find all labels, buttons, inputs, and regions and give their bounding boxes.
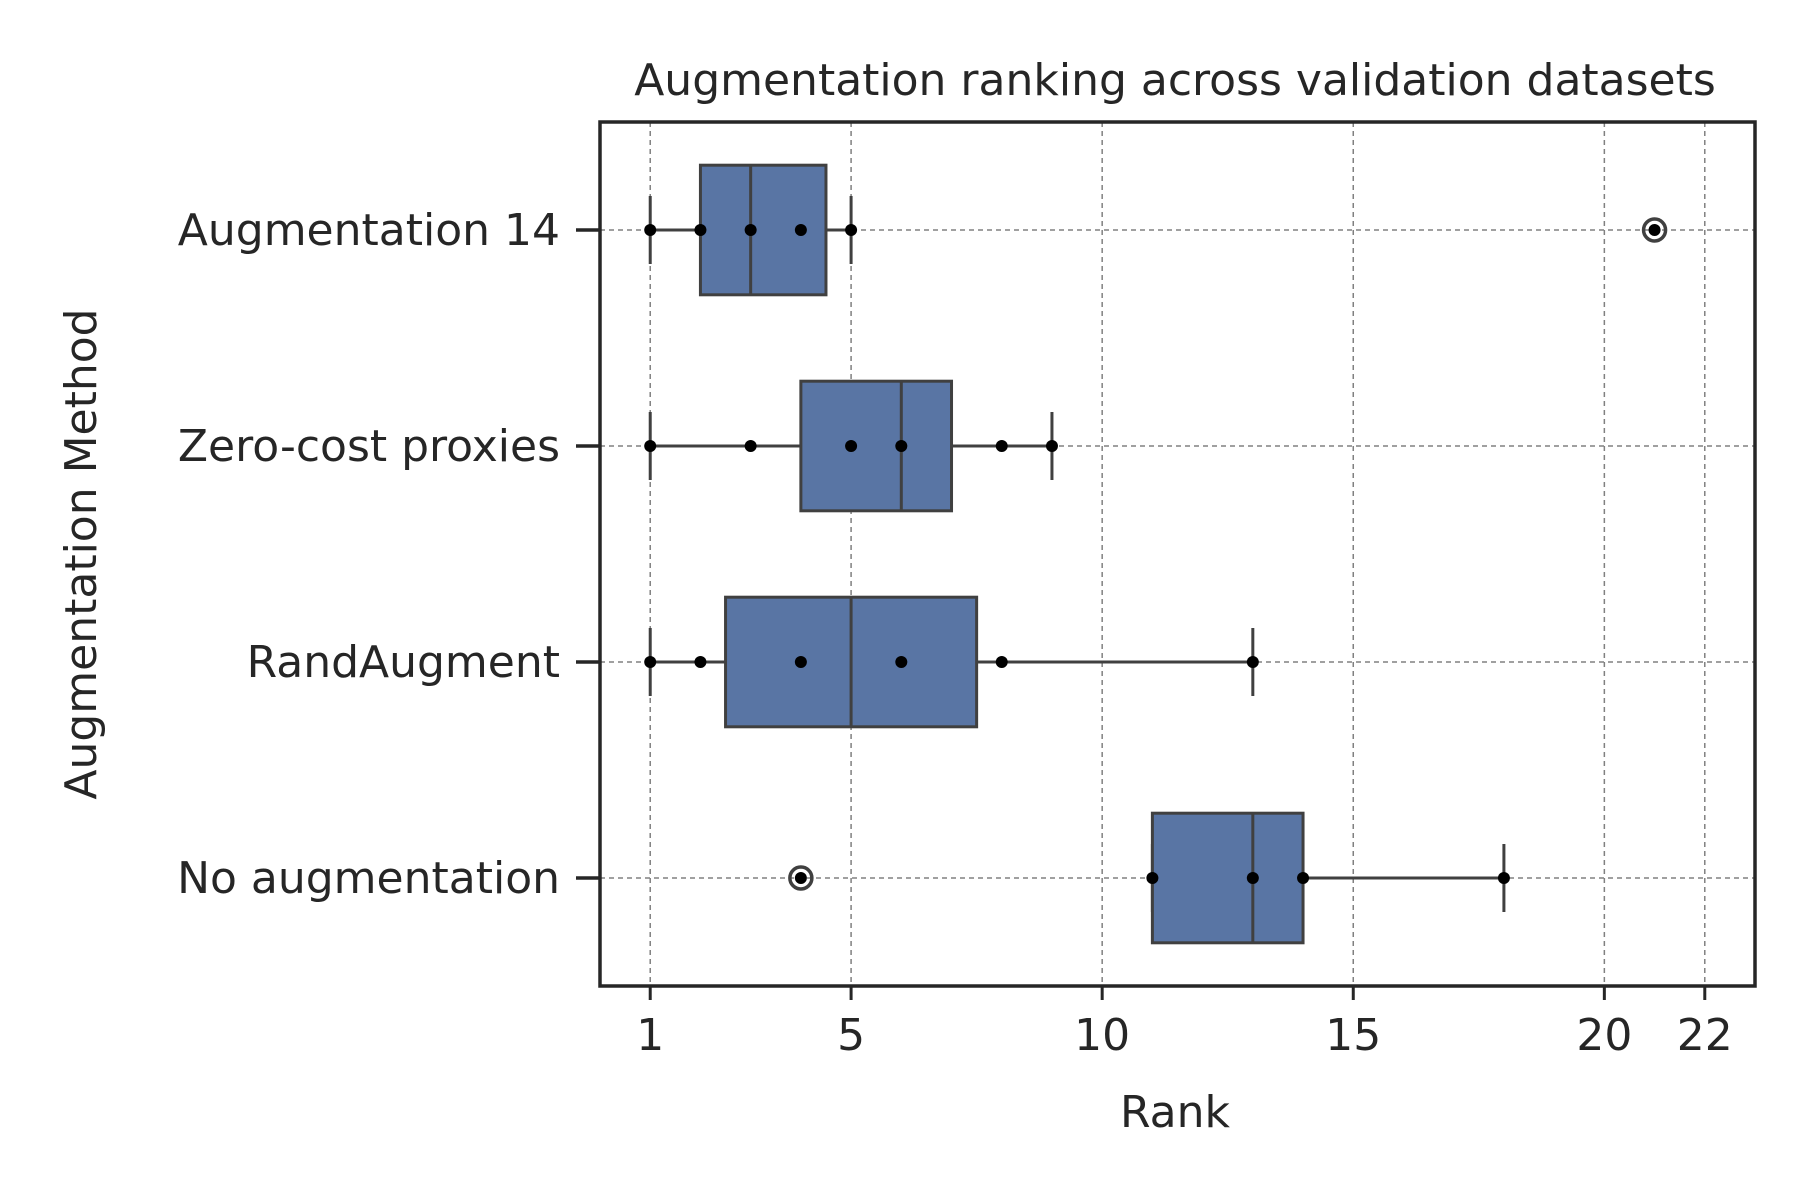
y-tick-label: Augmentation 14 [178,205,560,256]
data-point [845,440,858,452]
box-no-augmentation [788,811,1506,945]
data-point [644,656,657,668]
y-tick-label: RandAugment [247,637,560,688]
outlier-marker [1641,217,1668,243]
data-point [1146,872,1159,884]
box-iqr [1150,811,1305,945]
chart-title: Augmentation ranking across validation d… [634,55,1716,106]
data-point [794,872,807,884]
outlier-marker [788,865,814,891]
data-point [794,224,807,236]
plot-frame [598,120,1757,988]
data-point [1246,656,1259,668]
y-tick-label: No augmentation [177,853,560,904]
boxes-layer [648,163,1668,945]
data-point [694,224,707,236]
x-axis-label: Rank [1120,1087,1230,1138]
x-tick-label: 22 [1677,1010,1733,1061]
data-point [694,656,707,668]
data-point [1497,872,1510,884]
data-point [995,656,1008,668]
data-point [744,224,757,236]
data-point [1297,872,1310,884]
x-tick-label: 1 [636,1010,664,1061]
x-tick-label: 10 [1074,1010,1130,1061]
data-point [895,656,908,668]
x-axis-ticks: 1 5 10 15 20 22 [636,986,1733,1061]
data-point [845,224,858,236]
data-point [644,224,657,236]
y-axis-label: Augmentation Method [56,308,107,799]
y-tick-label: Zero-cost proxies [178,421,560,472]
x-tick-label: 15 [1325,1010,1381,1061]
x-tick-label: 20 [1576,1010,1632,1061]
data-point [644,440,657,452]
box-iqr [698,163,828,297]
data-point [744,440,757,452]
data-point [895,440,908,452]
x-tick-label: 5 [837,1010,865,1061]
data-point [794,656,807,668]
data-point [1246,872,1259,884]
data-point [995,440,1008,452]
data-point [1648,224,1661,236]
box-randaugment [648,595,1255,729]
data-point [1045,440,1058,452]
y-axis-ticks: Augmentation 14 Zero-cost proxies RandAugm… [177,205,600,904]
points-layer [644,224,1661,884]
box-iqr [799,379,954,513]
